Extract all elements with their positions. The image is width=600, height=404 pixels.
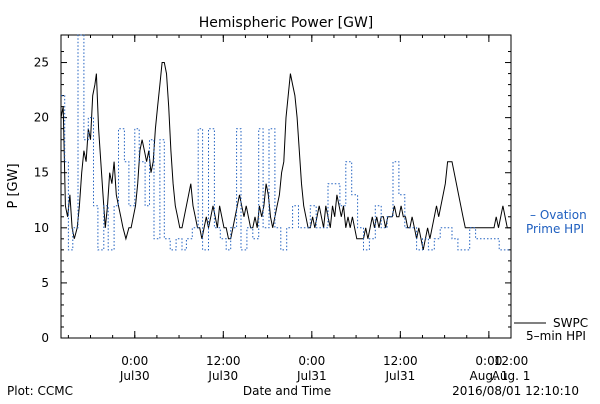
- plot-frame: [60, 34, 512, 339]
- legend-ovation-line1: – Ovation: [530, 208, 587, 222]
- legend-swpc-line1: SWPC: [553, 316, 588, 330]
- footer-timestamp: 2016/08/01 12:10:10: [452, 384, 579, 398]
- y-tick-label: 5: [41, 276, 49, 290]
- y-tick-label: 15: [34, 166, 49, 180]
- x-tick-label-date: Jul30: [207, 369, 238, 383]
- x-tick-label-time: 0:00: [121, 354, 148, 368]
- x-tick-label-date: Aug. 1: [470, 369, 509, 383]
- x-tick-label-time: 0:00: [298, 354, 325, 368]
- x-tick-label-time: 0:00: [475, 354, 502, 368]
- legend-swpc-line2: 5–min HPI: [526, 329, 586, 343]
- y-axis-label: P [GW]: [6, 163, 21, 208]
- ovation-hpi-line: [61, 34, 511, 251]
- x-tick-label-time: 12:00: [494, 354, 529, 368]
- chart-title: Hemispheric Power [GW]: [199, 15, 374, 31]
- x-tick-label-time: 12:00: [383, 354, 418, 368]
- x-tick-label-date: Jul30: [119, 369, 150, 383]
- y-tick-label: 0: [41, 331, 49, 345]
- y-axis-ticks: 0 5 10 15 20 25: [34, 51, 511, 345]
- x-axis-ticks: 0:00Jul3012:00Jul300:00Jul3112:00Jul310:…: [67, 35, 531, 383]
- series-layer: [60, 34, 511, 251]
- x-tick-label-time: 12:00: [206, 354, 241, 368]
- y-tick-label: 10: [34, 221, 49, 235]
- legend-ovation-line2: Prime HPI: [526, 222, 584, 236]
- swpc-hpi-line: [60, 62, 511, 250]
- x-tick-label-date: Jul31: [384, 369, 415, 383]
- footer-plot-credit: Plot: CCMC: [7, 384, 73, 398]
- x-axis-label: Date and Time: [243, 384, 331, 398]
- y-tick-label: 20: [34, 111, 49, 125]
- x-tick-label-date: Jul31: [296, 369, 327, 383]
- y-tick-label: 25: [34, 56, 49, 70]
- x-tick-label-date: Aug. 1: [492, 369, 531, 383]
